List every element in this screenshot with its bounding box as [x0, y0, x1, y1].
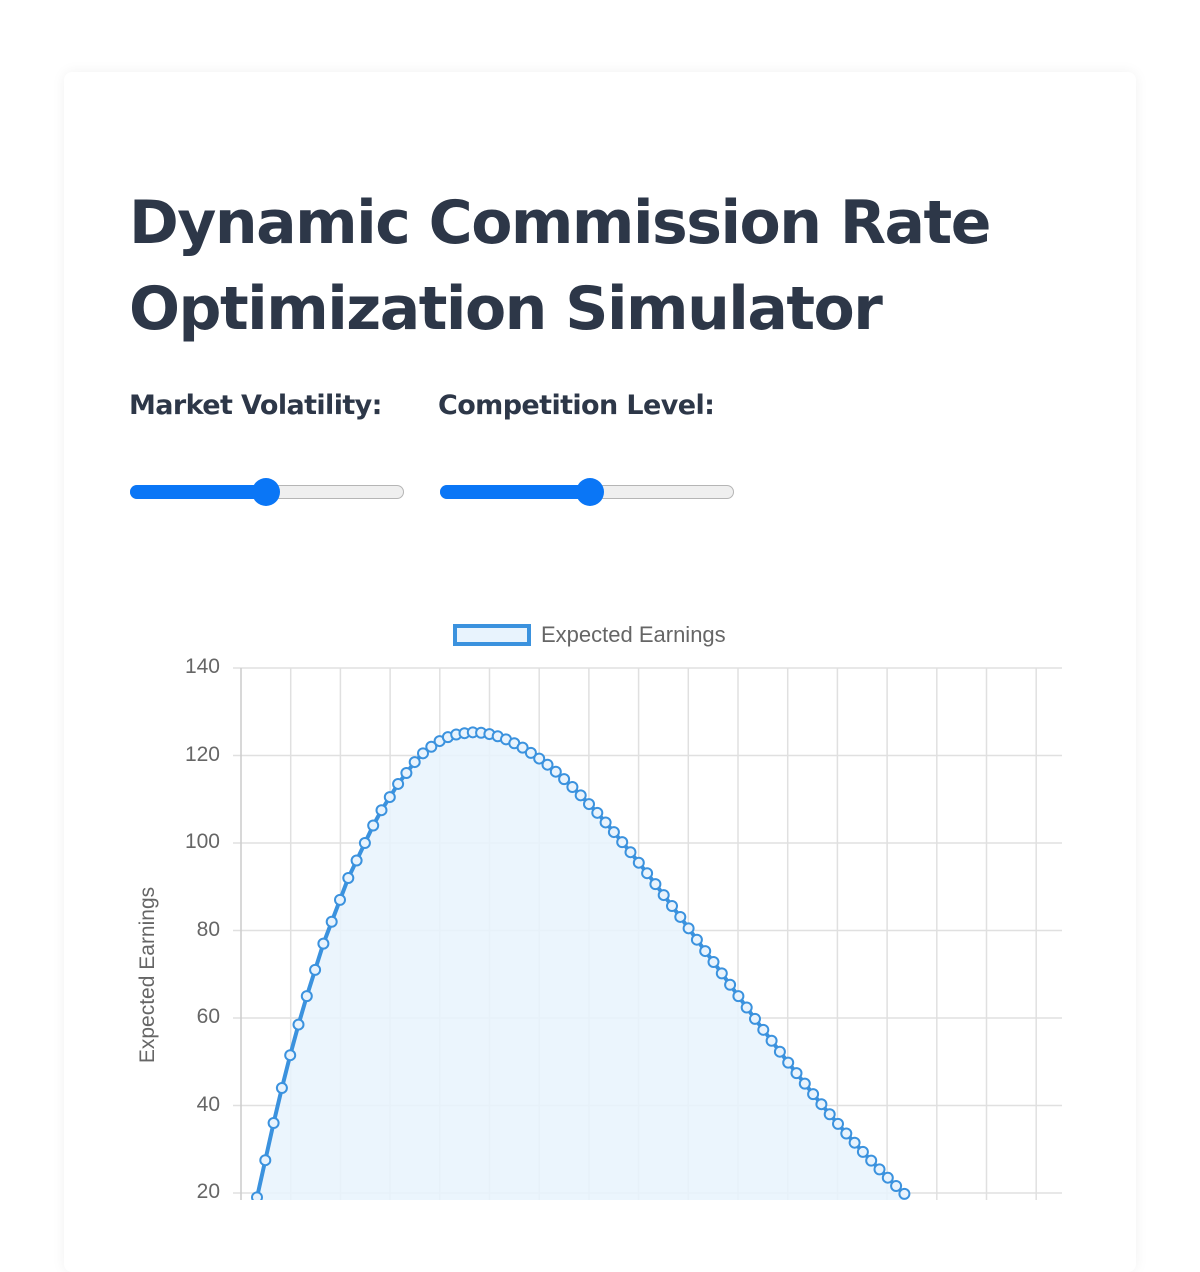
legend-swatch-icon — [453, 624, 531, 646]
slider-thumb[interactable] — [576, 478, 604, 506]
earnings-chart — [233, 667, 1062, 1200]
y-tick-label: 140 — [184, 655, 220, 678]
market-volatility-label: Market Volatility: — [129, 390, 382, 421]
competition-level-label: Competition Level: — [438, 390, 715, 421]
slider-fill — [130, 485, 267, 499]
chart-legend[interactable]: Expected Earnings — [453, 622, 726, 648]
slider-thumb[interactable] — [252, 478, 280, 506]
market-volatility-slider[interactable] — [130, 478, 404, 506]
page-title: Dynamic Commission Rate Optimization Sim… — [129, 188, 991, 344]
legend-label: Expected Earnings — [541, 622, 726, 647]
competition-level-control: Competition Level: — [438, 390, 734, 506]
y-tick-label: 100 — [184, 830, 220, 853]
y-tick-label: 60 — [196, 1005, 220, 1028]
y-tick-label: 20 — [196, 1180, 220, 1203]
y-tick-label: 80 — [196, 917, 220, 941]
slider-fill — [440, 485, 590, 499]
competition-level-slider[interactable] — [440, 478, 734, 506]
market-volatility-control: Market Volatility: — [129, 390, 404, 506]
y-tick-label: 120 — [184, 742, 220, 766]
y-tick-label: 40 — [196, 1092, 220, 1116]
